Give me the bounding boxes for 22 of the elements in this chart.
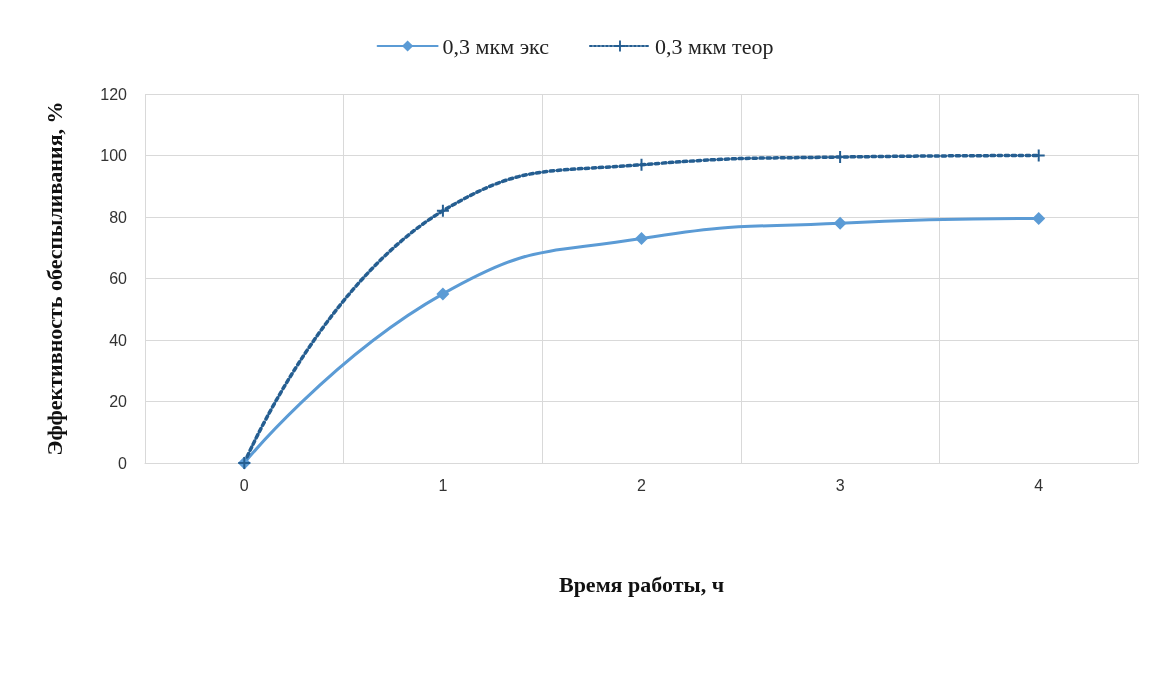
point <box>635 158 648 171</box>
legend-label: 0,3 мкм экс <box>442 33 550 59</box>
y-tick-label: 120 <box>100 85 128 103</box>
y-tick-label: 20 <box>109 393 128 410</box>
x-tick-label: 4 <box>1034 476 1044 494</box>
y-tick-label: 100 <box>100 147 128 164</box>
legend-label: 0,3 мкм теор <box>654 33 774 59</box>
point <box>436 204 449 217</box>
y-tick-label: 40 <box>109 331 128 349</box>
x-tick-label: 3 <box>835 476 845 494</box>
point <box>1032 212 1046 226</box>
x-axis-title: Время работы, ч <box>558 571 725 597</box>
x-tick-label: 2 <box>637 476 647 494</box>
point <box>436 287 450 301</box>
y-tick-label: 0 <box>118 454 128 472</box>
y-tick-label: 60 <box>109 270 128 287</box>
y-tick-label: 80 <box>109 208 128 226</box>
x-tick-label: 1 <box>438 476 448 494</box>
point <box>833 216 847 230</box>
y-axis-title: Эффективность обеспыливания, % <box>41 101 67 456</box>
x-tick-label: 0 <box>239 476 249 494</box>
point <box>635 232 648 246</box>
